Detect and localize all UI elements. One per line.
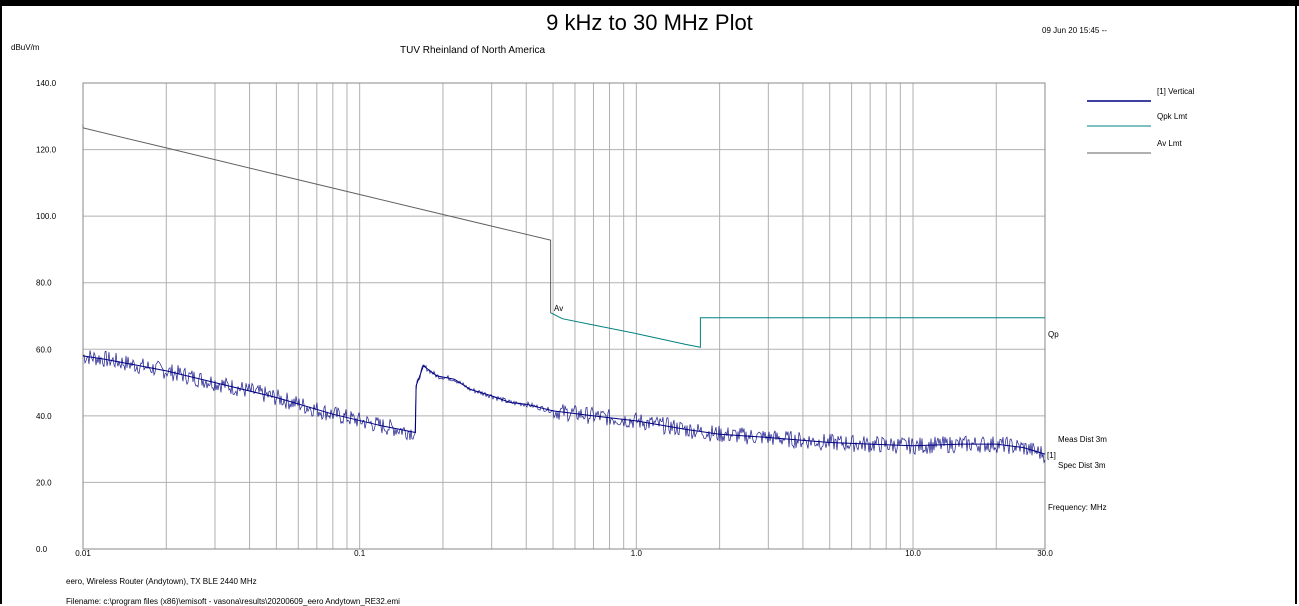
series-vertical-line xyxy=(82,355,1046,455)
spec-dist-label: Spec Dist 3m xyxy=(1058,461,1106,470)
legend-label-qpk: Qpk Lmt xyxy=(1157,112,1188,121)
plot-area-border xyxy=(82,82,1046,550)
footer-description: eero, Wireless Router (Andytown), TX BLE… xyxy=(66,577,257,586)
frequency-unit-label: Frequency: MHz xyxy=(1048,503,1107,512)
y-tick-label: 120.0 xyxy=(36,146,57,155)
top-border xyxy=(0,0,1299,6)
x-tick-label: 0.1 xyxy=(354,549,366,558)
qp-marker: Qp xyxy=(1048,330,1059,339)
y-tick-label: 140.0 xyxy=(36,79,57,88)
y-unit-label: dBuV/m xyxy=(11,43,40,52)
x-tick-label: 1.0 xyxy=(631,549,643,558)
y-tick-label: 100.0 xyxy=(36,212,57,221)
y-tick-label: 40.0 xyxy=(36,412,52,421)
y-tick-label: 0.0 xyxy=(36,545,48,554)
x-tick-label: 10.0 xyxy=(905,549,921,558)
y-tick-label: 60.0 xyxy=(36,345,52,354)
series-vertical-noise xyxy=(82,350,1046,464)
series-qpk-limit-line xyxy=(550,312,1045,348)
y-tick-label: 80.0 xyxy=(36,279,52,288)
x-tick-label: 30.0 xyxy=(1037,549,1053,558)
legend-label-vertical: [1] Vertical xyxy=(1157,87,1195,96)
legend-label-av: Av Lmt xyxy=(1157,139,1183,148)
x-tick-label: 0.01 xyxy=(75,549,91,558)
av-marker: Av xyxy=(554,304,563,313)
y-tick-label: 20.0 xyxy=(36,478,52,487)
figure-title: 9 kHz to 30 MHz Plot xyxy=(546,10,753,35)
meas-dist-label: Meas Dist 3m xyxy=(1058,435,1107,444)
date-label: 09 Jun 20 15:45 -- xyxy=(1042,26,1107,35)
series-av-limit-line xyxy=(82,124,552,313)
figure-subtitle: TUV Rheinland of North America xyxy=(400,45,546,56)
footer-filename: Filename: c:\program files (x86)\emisoft… xyxy=(66,597,400,606)
trace-marker: [1] xyxy=(1047,451,1056,460)
